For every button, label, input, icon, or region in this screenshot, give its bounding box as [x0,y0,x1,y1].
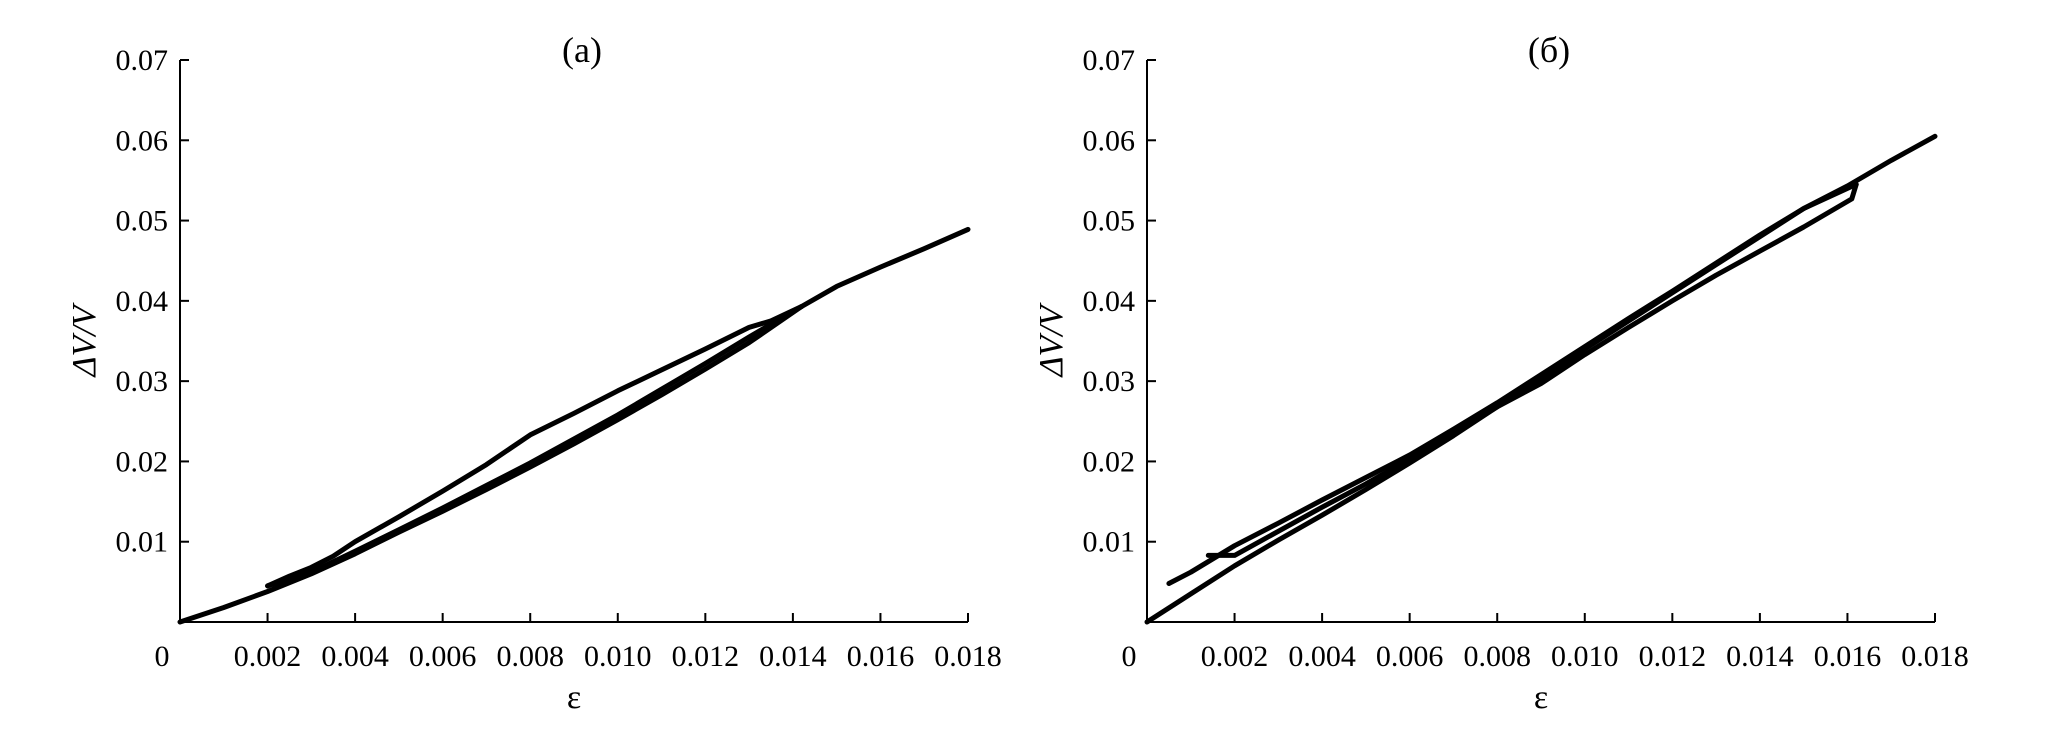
x-tick-label: 0.008 [1463,640,1531,673]
y-tick-label: 0.04 [1083,285,1136,318]
x-axis-label: ε [567,679,581,716]
x-tick-label: 0.004 [321,640,389,673]
y-axis-label: ΔV/V [1033,301,1070,378]
series-line-1 [177,226,971,625]
y-tick-label: 0.03 [116,365,169,398]
panel-title: (б) [1528,30,1570,70]
x-tick-label: 0.012 [672,640,740,673]
y-tick-label: 0.06 [1083,124,1136,157]
chart-panel-b: 0.002 0.004 0.006 0.008 0.010 0.012 0.014 0.016… [1033,30,1969,716]
y-tick-label: 0.01 [1083,526,1136,559]
x-tick-label: 0.010 [1551,640,1619,673]
x-tick-label: 0.016 [847,640,915,673]
series-line-1 [1144,133,1938,625]
y-tick-label: 0.06 [116,124,169,157]
series-line-3 [265,304,805,589]
x-tick-label: 0.018 [1901,640,1969,673]
y-tick-label: 0.05 [1083,205,1136,238]
y-tick-label: 0.02 [1083,445,1136,478]
y-tick-label: 0.05 [116,205,169,238]
y-tick-label: 0.04 [116,285,169,318]
series-line-2 [1205,181,1859,558]
x-tick-label: 0.018 [934,640,1002,673]
chart-panel-a: 0.002 0.004 0.006 0.008 0.010 0.012 0.014 0.016… [66,30,1002,716]
x-axis-label: ε [1534,679,1548,716]
y-tick-label: 0.03 [1083,365,1136,398]
y-tick-label: 0.07 [1083,44,1136,77]
x-tick-label: 0.016 [1814,640,1882,673]
origin-label: 0 [155,640,170,673]
x-tick-label: 0.014 [759,640,827,673]
x-tick-label: 0.006 [1376,640,1444,673]
series-line-3 [1166,181,1859,586]
x-tick-label: 0.002 [1201,640,1269,673]
x-tick-label: 0.012 [1639,640,1707,673]
x-tick-label: 0.010 [584,640,652,673]
panel-title: (а) [562,30,602,70]
x-tick-label: 0.002 [234,640,302,673]
y-tick-label: 0.01 [116,526,169,559]
x-tick-label: 0.004 [1288,640,1356,673]
y-tick-label: 0.02 [116,445,169,478]
x-tick-label: 0.014 [1726,640,1794,673]
y-tick-label: 0.07 [116,44,169,77]
origin-label: 0 [1122,640,1137,673]
x-tick-label: 0.006 [409,640,477,673]
x-tick-label: 0.008 [496,640,564,673]
y-axis-label: ΔV/V [66,301,103,378]
series-line-2 [265,304,805,589]
